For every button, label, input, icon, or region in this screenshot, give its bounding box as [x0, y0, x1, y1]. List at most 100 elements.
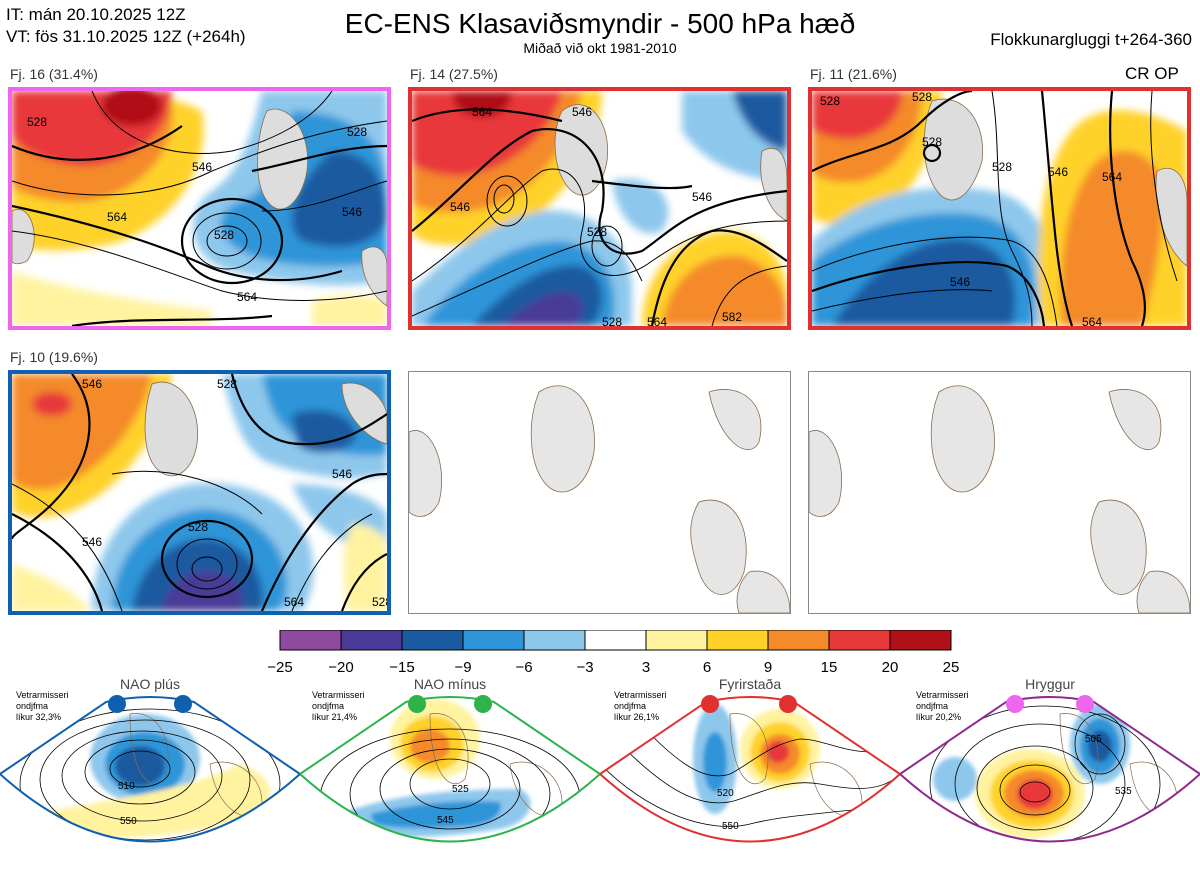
colorbar-tick: −9 [454, 659, 471, 676]
empty-map-6 [808, 371, 1191, 614]
regime-dot [108, 695, 126, 713]
colorbar: −25 −20 −15 −9 −6 −3 3 6 9 15 20 25 [267, 630, 959, 676]
anomaly-area [115, 746, 165, 786]
regime-note-line: líkur 26,1% [614, 712, 660, 722]
regime-dot [1076, 695, 1094, 713]
land [409, 430, 443, 517]
height-contour [160, 519, 254, 599]
land [429, 713, 469, 785]
regime-dot [474, 695, 492, 713]
height-contour [600, 763, 900, 827]
contour-label: 528 [214, 228, 234, 242]
contour-label: 546 [82, 535, 102, 549]
height-contour [1040, 91, 1074, 326]
contour-label: 564 [284, 595, 304, 609]
cluster-label-1: Fj. 16 (31.4%) [10, 66, 98, 82]
height-contour [109, 750, 171, 788]
regime-note-line: Vetrarmisseri [16, 690, 69, 700]
colorbar-swatch [523, 630, 586, 651]
height-contour [230, 374, 387, 446]
cluster-map-4-svg: 546 528 546 528 546 564 528 [12, 374, 387, 611]
regime-note-line: ondjfma [312, 701, 345, 711]
regime-note-line: líkur 21,4% [312, 712, 358, 722]
height-contour [261, 180, 387, 212]
contour-label: 564 [1102, 170, 1122, 184]
anomaly-area [1060, 150, 1163, 326]
land [760, 148, 787, 222]
colorbar-tick: 15 [821, 659, 838, 676]
colorbar-swatch [340, 630, 403, 651]
contour-label: 525 [452, 784, 469, 795]
height-contour [12, 230, 387, 301]
height-contour [976, 745, 1094, 831]
height-contour [1074, 713, 1126, 775]
anomaly-area [502, 292, 583, 326]
height-contour [412, 128, 787, 255]
regime-map: 520 550 560 [600, 695, 900, 843]
cluster-map-4: 546 528 546 528 546 564 528 [8, 370, 391, 615]
chart-title: EC-ENS Klasaviðsmyndir - 500 hPa hæð [344, 8, 856, 39]
contour-label: 520 [717, 788, 734, 799]
cluster-label-2: Fj. 14 (27.5%) [410, 66, 498, 82]
contour-label: 528 [188, 520, 208, 534]
anomaly-area [370, 801, 501, 829]
anomaly-area [343, 524, 387, 611]
colorbar-tick: 6 [703, 659, 711, 676]
regime-blocking: Fyrirstaða Vetrarmisseri ondjfma líkur 2… [600, 674, 900, 871]
height-contour [191, 556, 223, 582]
regime-note: Vetrarmisseri ondjfma líkur 21,4% [312, 690, 365, 723]
height-contour [591, 179, 693, 190]
land [1090, 499, 1147, 595]
classification-window: Flokkunargluggi t+264-360 [990, 30, 1192, 49]
contour-label: 528 [820, 94, 840, 108]
land [12, 209, 35, 265]
anomaly-area [40, 764, 271, 838]
chart-subtitle: Miðað við okt 1981-2010 [523, 40, 677, 56]
regime-border [900, 696, 1200, 843]
cluster-map-2-svg: 564 546 546 528 528 546 564 582 [412, 91, 787, 326]
height-contour [711, 265, 787, 326]
height-contour [260, 472, 387, 611]
anomaly-area [410, 729, 450, 763]
contour-label: 564 [107, 210, 127, 224]
regime-note-line: Vetrarmisseri [312, 690, 365, 700]
valid-time: VT: fös 31.10.2025 12Z (+264h) [6, 27, 246, 46]
regime-nao-plus: NAO plús Vetrarmisseri ondjfma líkur 32,… [0, 674, 300, 871]
cluster-label-4: Fj. 10 (19.6%) [10, 349, 98, 365]
height-contour [180, 197, 284, 285]
land [361, 246, 387, 307]
contour-label: 560 [1090, 838, 1107, 849]
height-contour [91, 91, 333, 154]
land [736, 570, 790, 613]
land [690, 499, 747, 595]
colorbar-swatch [828, 630, 891, 651]
colorbar-tick: −20 [328, 659, 353, 676]
cluster-map-1-svg: 528 546 564 564 528 546 528 [12, 91, 387, 326]
anomaly-area [162, 570, 244, 611]
contour-label: 546 [1048, 165, 1068, 179]
cluster-map-1: 528 546 564 564 528 546 528 [8, 87, 391, 330]
regime-name: Hryggur [1025, 676, 1075, 692]
height-contour [493, 184, 515, 214]
colorbar-swatch [889, 630, 952, 651]
land [923, 98, 984, 201]
regime-note: Vetrarmisseri ondjfma líkur 32,3% [16, 690, 69, 723]
contour-label: 546 [950, 275, 970, 289]
contour-label: 528 [602, 315, 622, 326]
height-contour [812, 261, 1046, 326]
anomaly-area [12, 564, 92, 611]
regime-border [0, 696, 300, 843]
regime-note-line: ondjfma [614, 701, 647, 711]
colorbar-swatch [279, 630, 342, 651]
height-contour [12, 125, 183, 161]
regime-name: NAO plús [120, 676, 180, 692]
cluster-label-3: Fj. 11 (21.6%) [810, 66, 897, 82]
anomaly-area [12, 271, 212, 326]
land [554, 104, 609, 196]
height-contour [251, 144, 387, 173]
contour-label: 528 [27, 115, 47, 129]
contour-label: 546 [450, 200, 470, 214]
colorbar-tick: −3 [576, 659, 593, 676]
colorbar-swatch [706, 630, 769, 651]
colorbar-swatch [584, 630, 647, 651]
